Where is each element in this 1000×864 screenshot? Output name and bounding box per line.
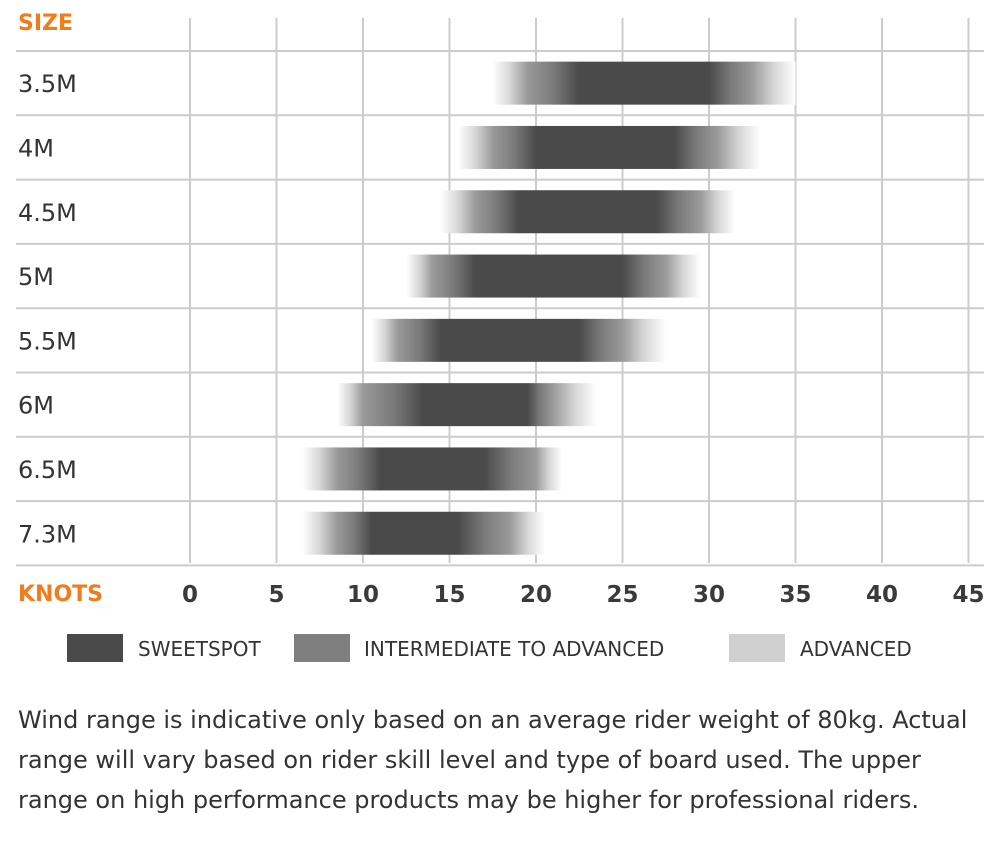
bars [302, 61, 796, 555]
legend-label: SWEETSPOT [138, 637, 261, 661]
x-tick-label: 20 [520, 582, 552, 608]
wind-range-chart: 3.5M 4M 4.5M 5M 5.5M 6M 6.5M 7.3M 0 5 10 15 20 25 30 35… [16, 11, 985, 662]
x-tick-label: 5 [268, 582, 284, 608]
range-bar-7.3M [302, 511, 545, 555]
x-tick-label: 30 [693, 582, 725, 608]
x-tick-label: 45 [952, 582, 984, 608]
size-label: 3.5M [18, 70, 77, 98]
range-bar-4M [458, 125, 761, 169]
range-bar-6.5M [302, 447, 562, 491]
range-bar-5.5M [371, 318, 666, 362]
legend-label: ADVANCED [800, 637, 912, 661]
range-bar-6M [337, 383, 597, 427]
range-bar-4.5M [440, 190, 735, 234]
labels: 3.5M 4M 4.5M 5M 5.5M 6M 6.5M 7.3M 0 5 10 15 20 25 30 35… [18, 70, 985, 608]
knots-axis-title: KNOTS [18, 582, 103, 607]
size-label: 5.5M [18, 327, 77, 355]
legend: SWEETSPOT INTERMEDIATE TO ADVANCED ADVANCE… [67, 634, 912, 662]
range-bar-3.5M [492, 61, 796, 105]
x-tick-label: 40 [866, 582, 898, 608]
size-label: 4M [18, 134, 54, 162]
size-label: 4.5M [18, 199, 77, 227]
legend-swatch [294, 634, 350, 662]
size-label: 6M [18, 392, 54, 420]
size-axis-title: SIZE [18, 11, 73, 36]
legend-label: INTERMEDIATE TO ADVANCED [364, 637, 664, 661]
x-tick-label: 10 [347, 582, 379, 608]
legend-swatch [729, 634, 785, 662]
legend-swatch [67, 634, 123, 662]
wind-range-note: Wind range is indicative only based on a… [18, 706, 968, 814]
x-tick-label: 35 [779, 582, 811, 608]
size-label: 7.3M [18, 520, 77, 548]
x-tick-label: 0 [182, 582, 198, 608]
range-bar-5M [406, 254, 701, 298]
x-tick-label: 15 [433, 582, 465, 608]
size-label: 5M [18, 263, 54, 291]
size-label: 6.5M [18, 456, 77, 484]
x-tick-label: 25 [606, 582, 638, 608]
